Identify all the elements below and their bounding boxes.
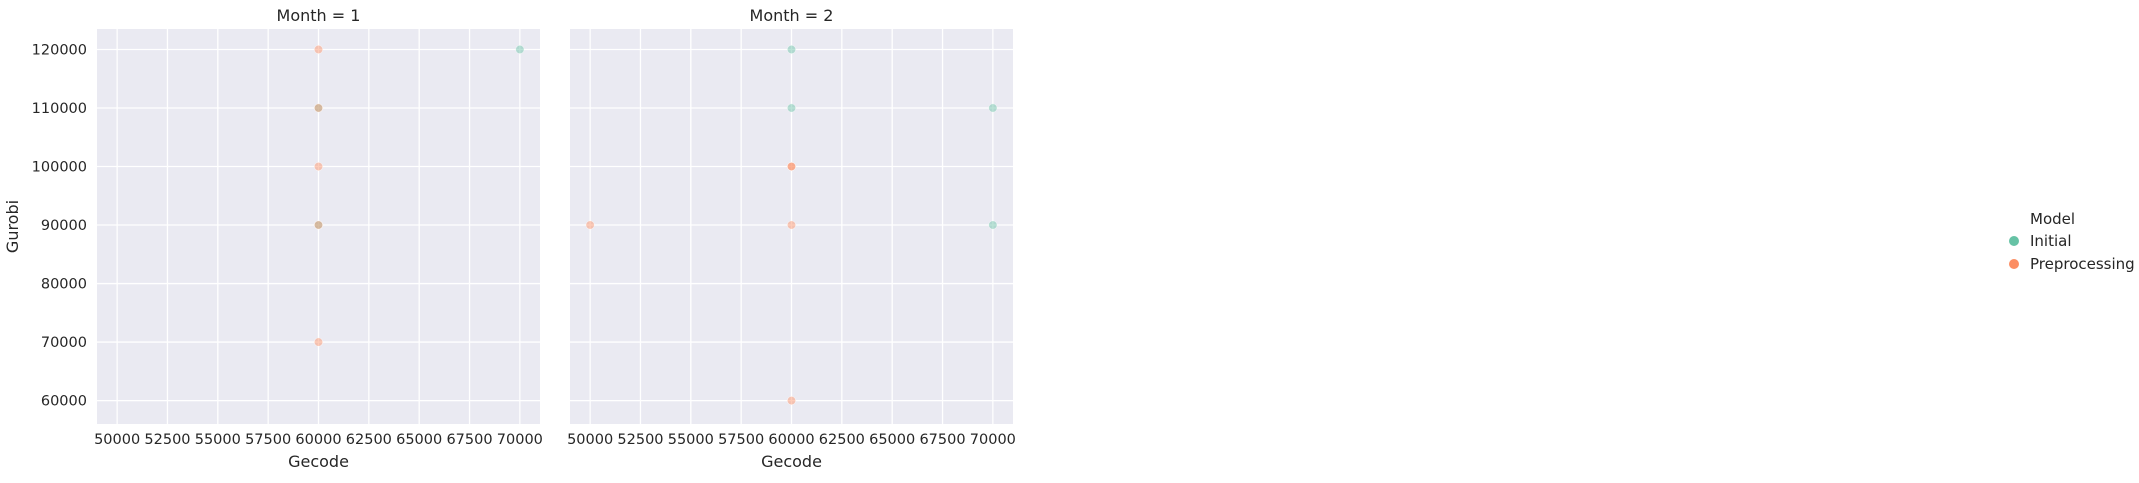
data-point: [988, 220, 998, 230]
y-tick-label: 80000: [41, 277, 87, 293]
x-tick-label: 55000: [195, 432, 241, 448]
x-tick-label: 50000: [94, 432, 140, 448]
data-point: [988, 103, 998, 113]
x-tick-label: 67500: [919, 432, 965, 448]
data-point: [786, 396, 796, 406]
x-tick-label: 62500: [819, 432, 865, 448]
x-tick-label: 62500: [346, 432, 392, 448]
data-point: [313, 44, 323, 54]
legend-entries: Initial Preprocessing: [2009, 232, 2135, 273]
series-preprocessing: [585, 162, 796, 406]
legend-entry-label: Initial: [2030, 232, 2072, 250]
facet-panel-2: 50000 52500 55000 57500 60000 62500 65000 67500…: [567, 6, 1016, 471]
legend-entry-label: Preprocessing: [2030, 255, 2135, 273]
data-point: [786, 220, 796, 230]
x-tick-label: 65000: [869, 432, 915, 448]
data-point: [313, 162, 323, 172]
x-tick-label: 57500: [718, 432, 764, 448]
series-preprocessing: [313, 44, 323, 347]
data-point: [313, 337, 323, 347]
y-tick-label: 100000: [32, 160, 87, 176]
x-axis-label: Gecode: [761, 452, 822, 471]
facet-title: Month = 1: [277, 6, 361, 25]
x-tick-label: 55000: [668, 432, 714, 448]
data-point: [585, 220, 595, 230]
data-point: [786, 44, 796, 54]
legend: Model Initial Preprocessing: [2009, 210, 2135, 273]
legend-marker: [2009, 236, 2019, 246]
x-tick-label: 52500: [144, 432, 190, 448]
x-tick-label: 57500: [245, 432, 291, 448]
facet-panel-1: 50000 52500 55000 57500 60000 62500 65000 67500…: [3, 6, 543, 471]
x-tick-label: 52500: [617, 432, 663, 448]
y-tick-label: 90000: [41, 218, 87, 234]
legend-title: Model: [2030, 210, 2075, 228]
x-tick-label: 60000: [295, 432, 341, 448]
y-tick-label: 120000: [32, 42, 87, 58]
y-tick-label: 60000: [41, 394, 87, 410]
x-tick-label: 60000: [768, 432, 814, 448]
data-point: [786, 162, 796, 172]
x-tick-label: 67500: [446, 432, 492, 448]
facet-title: Month = 2: [750, 6, 834, 25]
y-tick-label: 70000: [41, 335, 87, 351]
data-point: [515, 44, 525, 54]
x-axis-label: Gecode: [288, 452, 349, 471]
x-tick-label: 65000: [396, 432, 442, 448]
legend-marker: [2009, 259, 2019, 269]
y-tick-label: 110000: [32, 101, 87, 117]
series-initial: [786, 44, 998, 230]
data-point: [313, 220, 323, 230]
x-tick-label: 70000: [970, 432, 1016, 448]
x-tick-label: 50000: [567, 432, 613, 448]
facet-panels: 50000 52500 55000 57500 60000 62500 65000 67500…: [3, 6, 1016, 471]
x-tick-label: 70000: [497, 432, 543, 448]
data-point: [786, 103, 796, 113]
data-point: [313, 103, 323, 113]
y-axis-label: Gurobi: [3, 200, 22, 253]
